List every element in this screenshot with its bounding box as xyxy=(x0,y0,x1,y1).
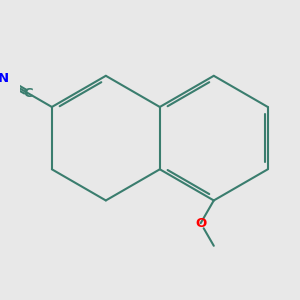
Text: O: O xyxy=(195,217,206,230)
Text: C: C xyxy=(23,87,33,100)
Text: N: N xyxy=(0,72,9,86)
